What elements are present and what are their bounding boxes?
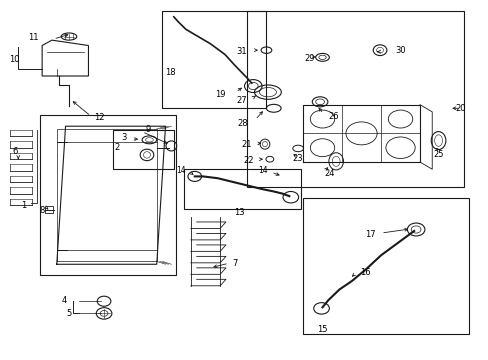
Text: 12: 12 xyxy=(94,113,104,122)
Text: 30: 30 xyxy=(395,46,406,55)
Text: 1: 1 xyxy=(21,201,26,210)
Text: 17: 17 xyxy=(365,230,375,239)
Text: 16: 16 xyxy=(360,268,370,277)
Text: 20: 20 xyxy=(455,104,466,113)
Text: 14: 14 xyxy=(258,166,267,175)
Text: 3: 3 xyxy=(121,133,126,142)
Text: 13: 13 xyxy=(234,208,244,217)
Text: 4: 4 xyxy=(61,296,66,305)
Text: 5: 5 xyxy=(66,309,71,318)
Bar xyxy=(113,130,173,169)
Text: 28: 28 xyxy=(237,119,248,128)
Text: 25: 25 xyxy=(433,150,443,159)
Text: 14: 14 xyxy=(176,166,185,175)
Text: 21: 21 xyxy=(241,140,252,149)
Text: 19: 19 xyxy=(215,90,225,99)
Text: 2: 2 xyxy=(115,143,120,152)
Text: 31: 31 xyxy=(236,47,246,56)
Bar xyxy=(40,116,176,275)
Text: 27: 27 xyxy=(236,96,246,105)
Bar xyxy=(44,206,53,213)
Text: 6: 6 xyxy=(13,147,18,156)
Text: 7: 7 xyxy=(232,259,237,268)
Text: 8: 8 xyxy=(39,206,44,215)
Text: 9: 9 xyxy=(145,125,150,134)
Text: 22: 22 xyxy=(243,157,254,166)
Text: 23: 23 xyxy=(292,154,302,163)
Text: 26: 26 xyxy=(328,112,338,121)
Text: 11: 11 xyxy=(28,33,39,42)
Bar xyxy=(161,12,266,108)
Text: 29: 29 xyxy=(304,54,314,63)
Text: 18: 18 xyxy=(164,68,175,77)
Text: 15: 15 xyxy=(317,325,327,334)
Bar xyxy=(303,198,468,334)
Text: 24: 24 xyxy=(324,169,334,178)
Bar xyxy=(183,169,300,209)
Bar xyxy=(246,12,463,187)
Text: 10: 10 xyxy=(9,55,20,64)
